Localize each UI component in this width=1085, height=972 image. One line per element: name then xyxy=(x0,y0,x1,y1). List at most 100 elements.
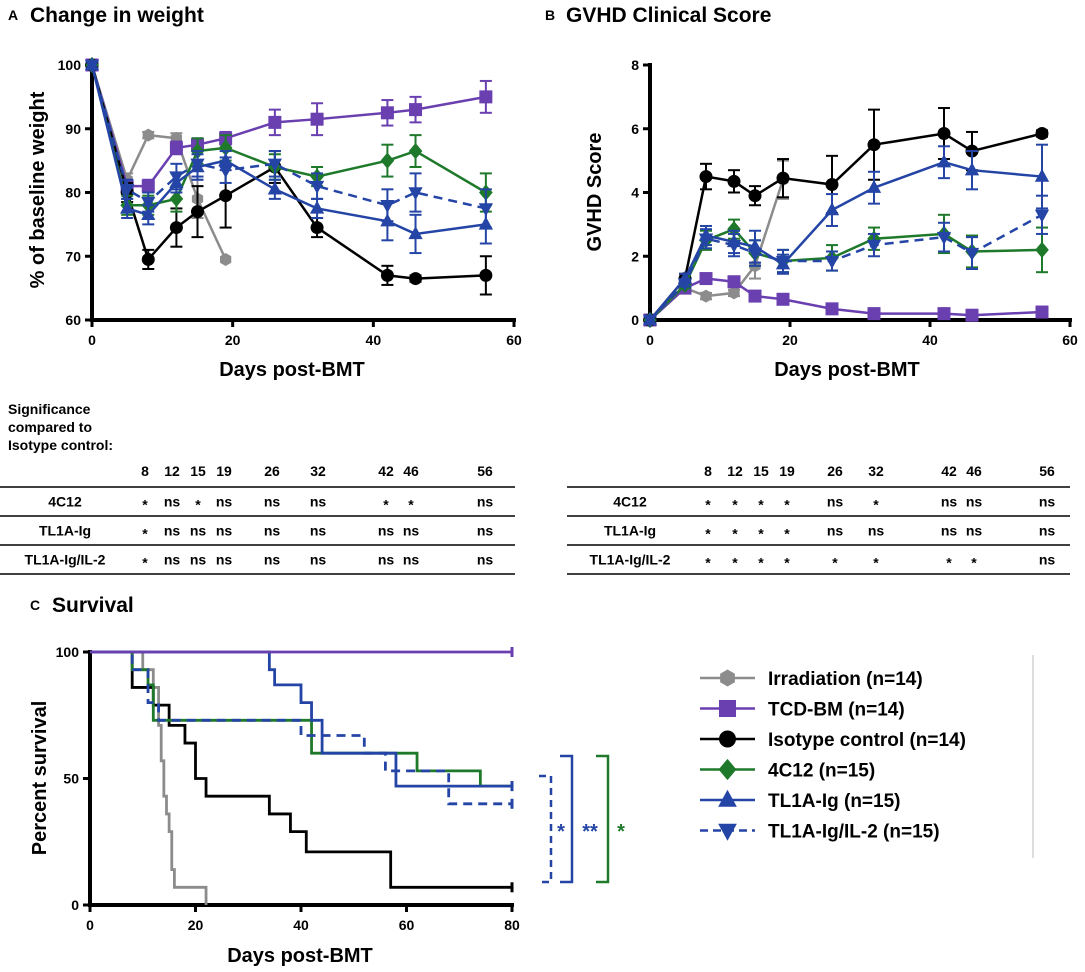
stats-day-header: 8 xyxy=(704,463,712,479)
data-point xyxy=(866,239,882,253)
legend-item-tl1a_ig: TL1A-Ig (n=15) xyxy=(700,789,900,812)
stats-cell: * xyxy=(758,526,764,542)
stats-cell: * xyxy=(832,555,838,571)
data-point xyxy=(120,200,135,214)
data-point xyxy=(937,127,951,141)
stats-cell: * xyxy=(971,555,977,571)
stats-row-label: TL1A-Ig/IL-2 xyxy=(25,552,106,568)
legend-label: Isotype control (n=14) xyxy=(768,730,966,751)
survival-curve-irradiation xyxy=(90,650,208,905)
data-point xyxy=(936,154,952,168)
legend-label: TCD-BM (n=14) xyxy=(768,700,905,721)
legend-item-tcd_bm: TCD-BM (n=14) xyxy=(700,700,905,721)
stats-cell: ns xyxy=(827,494,844,510)
stats-cell: ns xyxy=(941,523,958,539)
stats-cell: ns xyxy=(1039,523,1056,539)
stats-cell: * xyxy=(142,555,148,571)
data-point xyxy=(747,247,763,261)
series-line xyxy=(90,64,486,280)
data-point xyxy=(748,289,762,303)
stats-cell: ns xyxy=(1039,552,1056,568)
chart-c-ylabel: Percent survival xyxy=(29,701,51,856)
data-point xyxy=(1034,209,1050,223)
y-tick-label: 2 xyxy=(631,248,639,264)
stats-row-label: TL1A-Ig xyxy=(39,523,91,539)
data-point xyxy=(964,247,980,261)
data-point xyxy=(309,180,325,194)
data-point xyxy=(700,289,712,303)
stats-cell: ns xyxy=(310,494,327,510)
y-tick-label: 90 xyxy=(65,121,81,137)
y-tick-label: 60 xyxy=(65,312,81,328)
legend-label: Irradiation (n=14) xyxy=(768,669,923,690)
y-tick-label: 100 xyxy=(56,644,80,660)
stats-day-header: 46 xyxy=(966,463,982,479)
survival-significance-brackets: * ** * xyxy=(539,754,625,884)
data-point xyxy=(84,59,100,73)
series-tl1a_ig_il2 xyxy=(84,59,494,229)
stats-day-header: 19 xyxy=(216,463,232,479)
stats-day-header: 32 xyxy=(310,463,326,479)
stats-heading-line-2: compared to xyxy=(8,419,92,435)
stats-cell: ns xyxy=(264,494,281,510)
y-tick-label: 70 xyxy=(65,248,81,264)
stats-cell: ns xyxy=(966,523,983,539)
data-point xyxy=(141,196,156,210)
data-point xyxy=(1035,241,1049,258)
stats-cell: ns xyxy=(164,552,181,568)
x-tick-label: 60 xyxy=(506,332,522,348)
stats-cell: * xyxy=(383,497,389,513)
significance-mark: * xyxy=(557,821,565,843)
data-point xyxy=(141,207,156,221)
data-point xyxy=(776,292,790,306)
data-point xyxy=(964,162,980,176)
stats-cell: * xyxy=(142,526,148,542)
stats-day-header: 12 xyxy=(164,463,180,479)
data-point xyxy=(408,226,423,240)
stats-day-header: 26 xyxy=(827,463,843,479)
data-point xyxy=(936,231,952,245)
legend-marker xyxy=(718,789,737,807)
data-point xyxy=(409,272,423,286)
data-point xyxy=(937,307,951,321)
significance-bracket xyxy=(596,754,610,884)
significance-mark: ** xyxy=(582,821,598,843)
data-point xyxy=(142,128,154,142)
stats-day-header: 32 xyxy=(868,463,884,479)
legend-marker xyxy=(719,730,736,748)
significance-table-weight: Significance compared to Isotype control… xyxy=(0,401,515,575)
data-point xyxy=(824,202,840,216)
stats-cell: ns xyxy=(216,494,233,510)
x-tick-label: 20 xyxy=(188,917,204,933)
series-tl1a_ig_il2 xyxy=(642,194,1050,328)
stats-day-header: 12 xyxy=(727,463,743,479)
stats-cell: * xyxy=(195,497,201,513)
data-point xyxy=(965,308,979,322)
gvhd-score-chart: 0 20 40 60 0 2 4 6 8 xyxy=(631,57,1078,348)
x-tick-label: 0 xyxy=(86,917,94,933)
panel-a-letter: A xyxy=(8,7,18,23)
stats-cell: ns xyxy=(966,494,983,510)
stats-day-header: 26 xyxy=(264,463,280,479)
data-point xyxy=(190,158,205,172)
data-point xyxy=(191,205,204,219)
data-point xyxy=(310,112,324,126)
stats-row-label: 4C12 xyxy=(48,494,82,510)
stats-heading-line-1: Significance xyxy=(8,401,91,417)
legend-label: 4C12 (n=15) xyxy=(768,761,875,782)
chart-b-xlabel: Days post-BMT xyxy=(774,359,920,381)
data-point xyxy=(727,174,741,188)
stats-cell: ns xyxy=(190,552,207,568)
panel-b-title: GVHD Clinical Score xyxy=(566,4,771,27)
y-tick-label: 0 xyxy=(71,897,79,913)
stats-cell: ns xyxy=(827,523,844,539)
stats-row-label: 4C12 xyxy=(613,494,647,510)
data-point xyxy=(169,221,183,235)
data-point xyxy=(642,314,658,328)
data-point xyxy=(479,268,493,282)
survival-chart: 0 20 40 60 80 0 50 100 xyxy=(56,644,520,933)
data-point xyxy=(824,255,840,269)
stats-cell: * xyxy=(784,497,790,513)
series-isotype xyxy=(85,58,493,296)
